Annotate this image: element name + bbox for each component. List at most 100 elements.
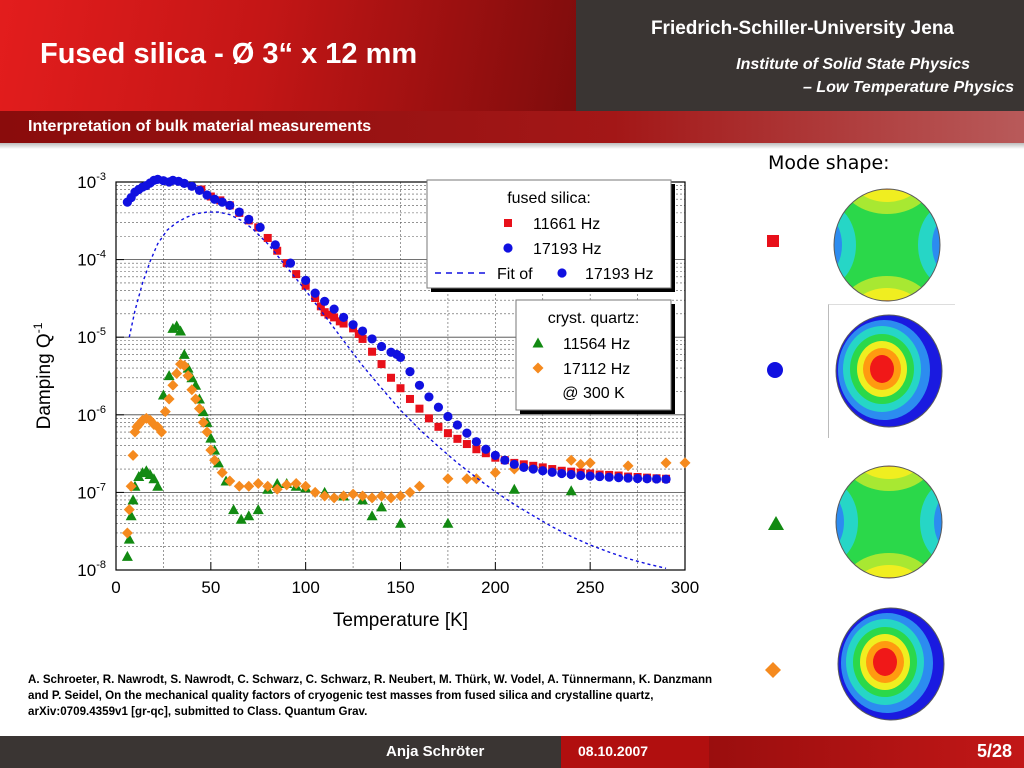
- data-point-circle: [642, 474, 652, 484]
- legend-label: 17193 Hz: [533, 241, 602, 258]
- data-point-square: [453, 434, 462, 443]
- data-point-circle: [604, 472, 614, 482]
- data-point-diamond: [584, 457, 596, 469]
- data-point-circle: [509, 459, 519, 469]
- data-point-circle: [210, 194, 220, 204]
- data-point-diamond: [216, 467, 228, 479]
- data-point-circle: [547, 467, 557, 477]
- mode-shape-radial-1: [835, 314, 943, 428]
- legend-marker-circle: [503, 243, 513, 253]
- data-point-diamond: [167, 379, 179, 391]
- data-point-diamond: [271, 483, 283, 495]
- damping-chart: 10-3 10-4 10-5 10-6 10-7 10-8 0 50 100 150 200 250 3…: [31, 171, 699, 631]
- data-point-square: [339, 319, 348, 328]
- data-point-square: [424, 414, 433, 423]
- legend-1: cryst. quartz: 11564 Hz 17112 Hz @ 300 K: [515, 299, 675, 414]
- data-point-triangle: [212, 457, 224, 468]
- data-point-triangle: [376, 501, 388, 512]
- data-point-circle: [320, 296, 330, 306]
- data-point-diamond: [565, 454, 577, 466]
- data-point-diamond: [186, 384, 198, 396]
- data-point-diamond: [178, 360, 190, 372]
- data-point-circle: [414, 380, 425, 390]
- plot-frame: [115, 181, 686, 571]
- data-point-diamond: [224, 475, 236, 487]
- data-point-circle: [179, 178, 189, 188]
- data-point-circle: [452, 420, 462, 430]
- data-point-circle: [566, 469, 576, 480]
- data-point-diamond: [328, 492, 340, 504]
- data-point-diamond: [193, 403, 205, 415]
- data-point-square: [415, 404, 424, 413]
- data-point-triangle: [243, 510, 255, 521]
- y-tick-label: 10-6: [77, 404, 106, 425]
- footer-date-band: [561, 736, 709, 768]
- data-point-triangle: [127, 494, 139, 505]
- data-point-diamond: [489, 467, 501, 479]
- data-point-diamond: [442, 473, 454, 485]
- data-point-circle: [651, 474, 662, 484]
- data-point-circle: [576, 470, 586, 481]
- data-point-circle: [585, 471, 595, 481]
- data-point-circle: [443, 411, 453, 422]
- data-point-circle: [490, 450, 500, 460]
- x-axis-label: Temperature [K]: [333, 610, 468, 631]
- data-point-circle: [357, 326, 368, 336]
- data-point-diamond: [395, 490, 406, 502]
- data-point-circle: [528, 464, 538, 474]
- data-point-diamond: [171, 368, 183, 380]
- data-point-circle: [194, 185, 205, 195]
- legend-marker-circle: [557, 268, 567, 278]
- data-point-circle: [614, 473, 624, 483]
- university-name: Friedrich-Schiller-University Jena: [650, 18, 954, 39]
- data-point-square: [324, 310, 333, 319]
- data-point-square: [292, 270, 301, 279]
- data-point-square: [311, 294, 320, 303]
- institute-line-1: Institute of Solid State Physics: [736, 56, 970, 73]
- data-point-square: [396, 384, 405, 393]
- institute-line-2: – Low Temperature Physics: [802, 79, 1014, 96]
- legend-label: 11661 Hz: [533, 216, 600, 233]
- data-point-diamond: [262, 480, 274, 492]
- footer-right-band: [709, 736, 1024, 768]
- data-point-circle: [367, 334, 377, 344]
- data-point-circle: [310, 288, 320, 298]
- data-point-circle: [557, 468, 567, 479]
- legend-label: 17112 Hz: [563, 361, 630, 378]
- data-point-circle: [187, 181, 197, 191]
- legend-box: [515, 299, 672, 411]
- x-tick-label: 150: [386, 578, 414, 597]
- slide-subtitle: Interpretation of bulk material measurem…: [28, 118, 372, 135]
- data-point-circle: [301, 275, 311, 285]
- y-tick-label: 10-8: [77, 559, 106, 580]
- data-point-circle: [217, 197, 227, 207]
- legend-marker-diamond: [532, 362, 544, 374]
- data-point-triangle: [121, 550, 133, 561]
- data-point-circle: [234, 207, 244, 217]
- data-point-circle: [623, 473, 633, 483]
- data-point-circle: [285, 258, 296, 268]
- data-point-square: [330, 313, 339, 322]
- data-point-circle: [632, 473, 643, 484]
- data-point-triangle: [271, 478, 283, 489]
- data-point-diamond: [385, 492, 397, 504]
- data-point-diamond: [290, 478, 302, 490]
- data-point-diamond: [209, 454, 221, 466]
- reference-citation: A. Schroeter, R. Nawrodt, S. Nawrodt, C.…: [28, 673, 713, 718]
- legend-marker-square: [504, 219, 512, 227]
- data-point-triangle: [148, 473, 160, 484]
- footer-author: Anja Schröter: [386, 743, 485, 760]
- data-point-circle: [481, 444, 491, 454]
- data-point-triangle: [442, 517, 454, 528]
- data-point-diamond: [127, 449, 139, 461]
- mode-shape-saddle-2: [835, 465, 943, 579]
- data-point-circle: [202, 190, 212, 200]
- data-point-circle: [339, 312, 349, 322]
- x-tick-label: 200: [481, 578, 509, 597]
- data-point-square: [368, 347, 377, 356]
- legend-header: @ 300 K: [562, 385, 625, 402]
- data-point-diamond: [123, 504, 135, 516]
- mode-shape-frame: [828, 304, 955, 438]
- fit-line: [128, 211, 667, 570]
